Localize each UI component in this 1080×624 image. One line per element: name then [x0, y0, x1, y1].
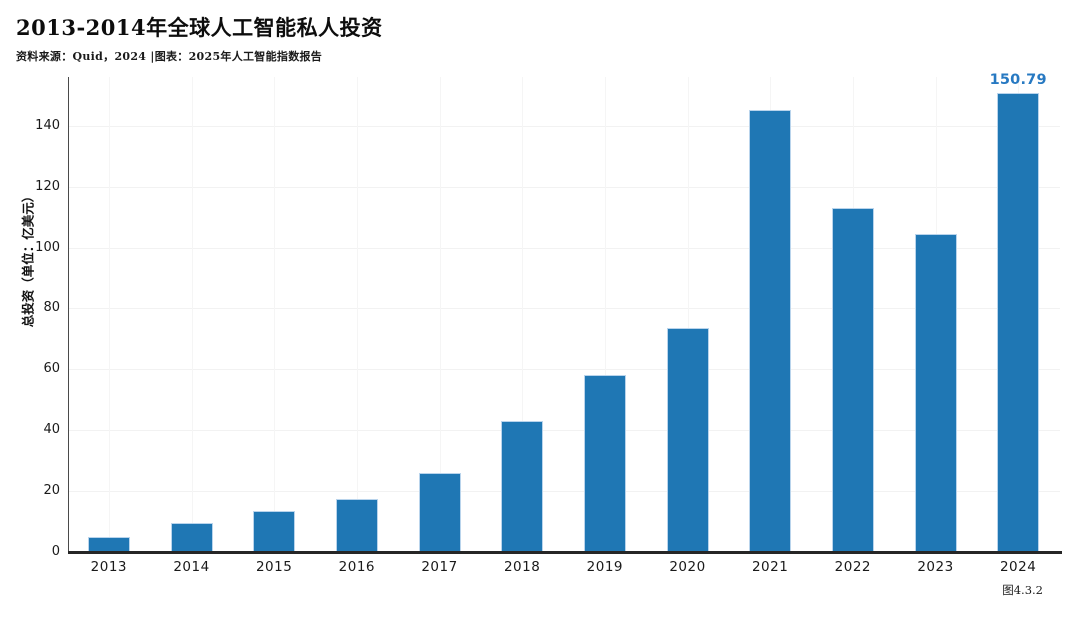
- y-tick-label: 40: [43, 421, 60, 437]
- x-axis-spine: [67, 551, 1062, 554]
- bar: [335, 499, 378, 552]
- x-gridline: [522, 77, 524, 552]
- bar: [997, 93, 1040, 552]
- y-tick-label: 120: [35, 178, 60, 194]
- x-gridline: [274, 77, 276, 552]
- chart-title: 2013-2014年全球人工智能私人投资: [16, 15, 383, 40]
- x-tick-label: 2013: [90, 559, 127, 575]
- x-tick-label: 2024: [999, 559, 1037, 575]
- y-tick-label: 60: [43, 361, 60, 377]
- x-gridline: [356, 77, 358, 552]
- y-gridline: [67, 186, 1060, 188]
- y-tick-label: 20: [43, 482, 60, 498]
- bar: [501, 421, 544, 552]
- bar: [749, 110, 792, 552]
- figure-caption: 图4.3.2: [1002, 583, 1043, 597]
- bar: [170, 522, 213, 552]
- y-gridline: [67, 429, 1060, 431]
- y-gridline: [67, 125, 1060, 127]
- bar: [87, 536, 130, 552]
- bar: [253, 511, 296, 552]
- x-tick-label: 2016: [338, 559, 375, 575]
- x-gridline: [604, 77, 606, 552]
- x-tick-label: 2014: [173, 559, 210, 575]
- x-tick-label: 2019: [586, 559, 623, 575]
- x-tick-label: 2020: [669, 559, 706, 575]
- bar: [666, 328, 709, 552]
- y-tick-label: 0: [51, 543, 60, 559]
- x-tick-label: 2018: [503, 559, 541, 575]
- x-tick-label: 2015: [255, 559, 293, 575]
- x-gridline: [108, 77, 110, 552]
- y-axis-spine: [67, 77, 69, 554]
- y-tick-label: 100: [35, 239, 60, 255]
- x-tick-label: 2023: [917, 559, 954, 575]
- bar: [914, 234, 957, 552]
- x-tick-label: 2017: [421, 559, 458, 575]
- x-tick-label: 2021: [751, 559, 789, 575]
- y-tick-label: 140: [35, 117, 60, 133]
- x-gridline: [439, 77, 441, 552]
- bar: [418, 473, 461, 552]
- y-gridline: [67, 247, 1060, 249]
- bar: [583, 375, 626, 552]
- y-gridline: [67, 490, 1060, 492]
- bar-value-label: 150.79: [989, 72, 1047, 89]
- bar: [831, 208, 874, 552]
- y-tick-label: 80: [43, 300, 60, 316]
- chart-source-line: 资料来源：Quid，2024 |图表：2025年人工智能指数报告: [16, 50, 323, 63]
- y-gridline: [67, 308, 1060, 310]
- y-gridline: [67, 369, 1060, 371]
- x-gridline: [687, 77, 689, 552]
- x-gridline: [191, 77, 193, 552]
- x-tick-label: 2022: [834, 559, 871, 575]
